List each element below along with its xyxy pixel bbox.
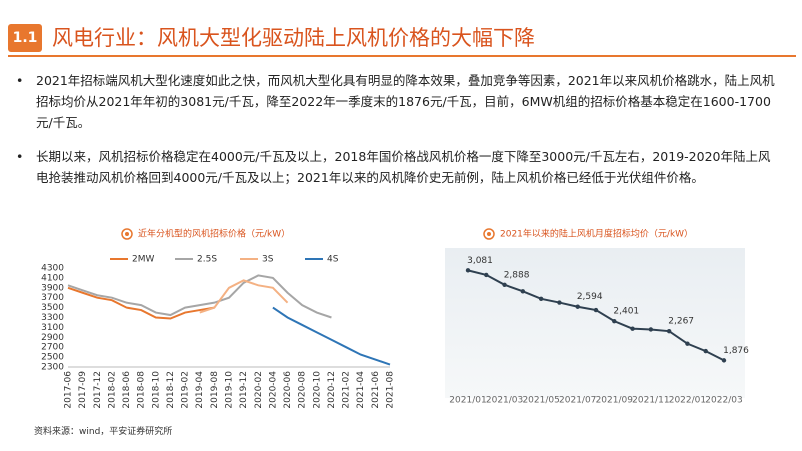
x-tick-label: 2022/01: [669, 396, 706, 406]
series-line: [199, 279, 289, 314]
legend-label: 2MW: [132, 255, 154, 265]
x-tick-label: 2021/05: [522, 396, 559, 406]
y-tick-label: 2700: [41, 343, 64, 353]
point: [575, 304, 580, 309]
x-tick-label: 2022/03: [705, 396, 742, 406]
y-tick-label: 2900: [41, 333, 64, 343]
chart-title: 近年分机型的风机招标价格（元/kW）: [138, 228, 290, 240]
y-tick-label: 3700: [41, 293, 64, 303]
legend-label: 2.5S: [197, 255, 217, 265]
y-tick-label: 3300: [41, 313, 64, 323]
x-tick-label: 2021-04: [356, 371, 366, 409]
data-label: 3,081: [467, 256, 493, 266]
point: [666, 328, 672, 334]
chart-background: [445, 248, 745, 398]
x-tick-label: 2017-06: [64, 371, 74, 409]
x-tick-label: 2021-02: [342, 371, 352, 409]
point: [721, 358, 727, 363]
title-icon: [121, 228, 133, 240]
title-icon: [487, 232, 491, 236]
title-icon: [483, 228, 495, 240]
point: [630, 326, 635, 331]
point: [465, 268, 471, 273]
point: [520, 289, 526, 294]
title-rule: [8, 55, 796, 57]
data-label: 2,401: [613, 307, 639, 317]
section-number: 1.1: [8, 24, 42, 52]
data-label: 2,267: [668, 317, 694, 327]
x-tick-label: 2021/09: [596, 396, 634, 406]
point: [502, 282, 507, 287]
y-tick-label: 2500: [41, 353, 64, 363]
series-line: [67, 274, 332, 319]
x-tick-label: 2019-08: [210, 371, 220, 409]
point: [703, 348, 708, 354]
x-tick-label: 2021-08: [386, 371, 396, 409]
y-tick-label: 3100: [41, 323, 64, 333]
x-tick-label: 2021/11: [632, 396, 669, 406]
x-tick-label: 2019-12: [239, 371, 249, 409]
legend-label: 4S: [327, 255, 339, 265]
x-tick-label: 2021/03: [486, 396, 523, 406]
point: [648, 327, 654, 332]
y-tick-label: 3500: [41, 303, 64, 313]
x-tick-label: 2021-06: [371, 371, 381, 409]
point: [612, 318, 617, 324]
data-label: 2,594: [577, 292, 603, 302]
y-tick-label: 2300: [41, 363, 64, 373]
point: [557, 300, 562, 305]
x-tick-label: 2020-04: [268, 371, 278, 409]
title-icon: [125, 232, 129, 236]
chart-title: 2021年以来的陆上风机月度招标均价（元/kW）: [500, 228, 693, 240]
x-tick-label: 2017-12: [93, 371, 103, 409]
x-tick-label: 2018-06: [122, 371, 132, 409]
x-tick-label: 2019-10: [225, 371, 235, 409]
y-tick-label: 4300: [41, 264, 64, 274]
x-tick-label: 2021/07: [559, 396, 596, 406]
point: [484, 272, 489, 278]
point: [538, 296, 544, 302]
x-tick-label: 2018-10: [151, 371, 161, 409]
y-tick-label: 4100: [41, 273, 64, 283]
point: [685, 341, 690, 346]
x-tick-label: 2017-09: [78, 371, 88, 409]
y-tick-label: 3900: [41, 283, 64, 293]
x-tick-label: 2020-02: [254, 371, 264, 409]
source: 资料来源：wind，平安证券研究所: [34, 427, 173, 437]
series-line: [67, 286, 215, 320]
x-tick-label: 2019-02: [181, 371, 191, 409]
x-tick-label: 2018-08: [137, 371, 147, 409]
x-tick-label: 2021/01: [449, 396, 486, 406]
x-tick-label: 2020-10: [312, 371, 322, 409]
x-tick-label: 2018-12: [166, 371, 176, 409]
x-tick-label: 2020-06: [283, 371, 293, 409]
x-tick-label: 2020-12: [327, 371, 337, 409]
data-label: 1,876: [723, 346, 749, 356]
point: [593, 307, 599, 313]
bullet: 长期以来，风机招标价格稳定在4000元/千瓦及以上，2018年国价格战风机价格一…: [16, 146, 776, 188]
legend-label: 3S: [262, 255, 274, 265]
slide-title: 风电行业：风机大型化驱动陆上风机价格的大幅下降: [52, 26, 535, 50]
x-tick-label: 2019-04: [195, 371, 205, 409]
series-line: [272, 306, 391, 366]
x-tick-label: 2020-08: [298, 371, 308, 409]
x-tick-label: 2018-02: [107, 371, 117, 409]
data-label: 2,888: [504, 270, 530, 280]
bullet: 2021年招标端风机大型化速度如此之快，而风机大型化具有明显的降本效果，叠加竞争…: [16, 70, 776, 133]
